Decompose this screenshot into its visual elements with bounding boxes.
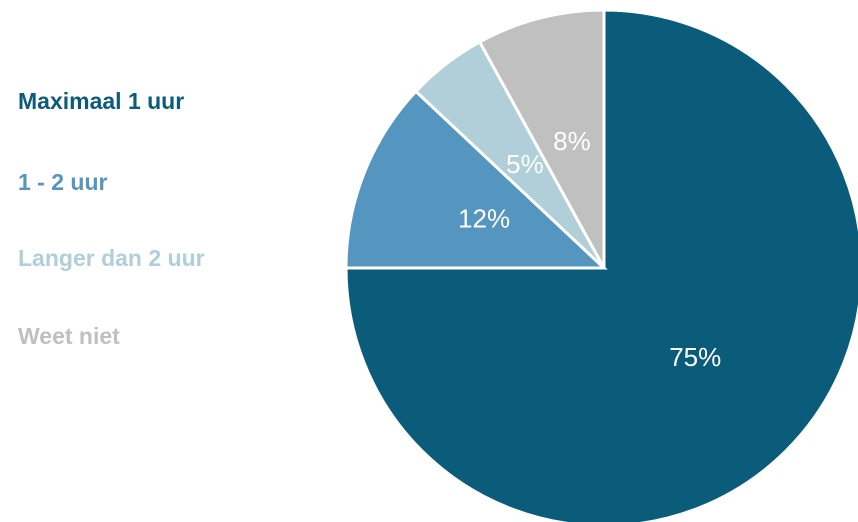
pie-slice: [477, 8, 606, 269]
pie-slice: [344, 89, 608, 270]
legend-entry: Weet niet: [18, 323, 120, 349]
pie-slice: [344, 8, 858, 522]
data-label: 8%: [553, 126, 591, 156]
legend-entry: Maximaal 1 uur: [18, 88, 184, 114]
data-label: 75%: [669, 342, 721, 372]
data-label: 5%: [506, 149, 544, 179]
legend-entry: Langer dan 2 uur: [18, 245, 205, 271]
legend-entry: 1 - 2 uur: [18, 169, 108, 195]
data-label: 12%: [458, 203, 510, 233]
